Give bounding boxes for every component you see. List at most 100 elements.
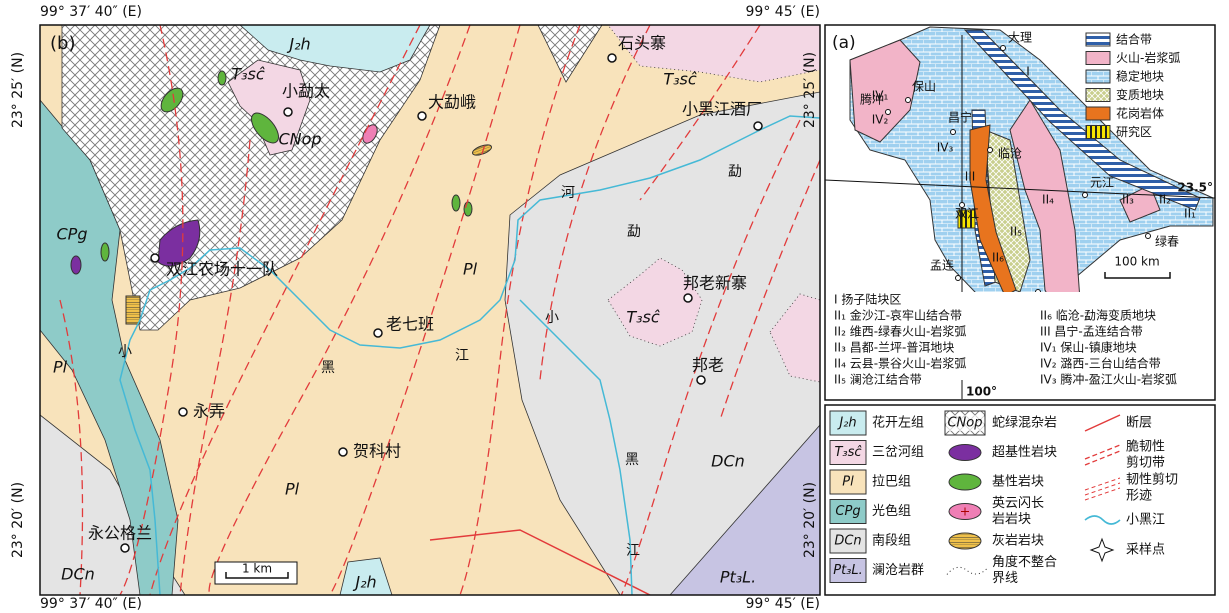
map-a-labels: 大理腾冲保山昌宁临沧双江孟连思茅景洪绿春元江IIV₁IV₂IV₃IIIII₁II… [826, 31, 1214, 399]
place-point [683, 293, 693, 303]
unit-swatch [829, 440, 867, 465]
legend-label: 脆韧性 [1126, 439, 1165, 455]
inset-scale-label: 100 km [1114, 255, 1159, 269]
basic-block [217, 70, 227, 86]
volcanic-arc [849, 39, 921, 143]
fault-symbol [1084, 414, 1121, 432]
zone-label: II₄ [1042, 193, 1054, 207]
place-point [120, 543, 130, 553]
zone-label: II₁ [1184, 207, 1196, 221]
zone-note: IV₁ 保山-镇康地块 [1040, 340, 1137, 355]
map-a-frame [824, 24, 1216, 401]
unit-swatch [829, 410, 867, 436]
basic-block [451, 194, 461, 212]
fault-trace [329, 25, 521, 595]
zone-note: III 昌宁-孟连结合带 [1040, 324, 1143, 339]
river-label: 黑 [321, 360, 335, 376]
unit-j2h [239, 25, 431, 73]
city-name: 双江 [955, 207, 979, 221]
unit-label: T₃sĉ [626, 308, 660, 327]
city-point [950, 129, 956, 135]
latitude-line [824, 179, 1216, 199]
legend-label: 岩岩块 [992, 512, 1031, 527]
ultrabasic-block [157, 219, 201, 267]
legend-swatch [1085, 88, 1111, 102]
basic-block [100, 242, 110, 262]
limestone-block [472, 144, 492, 156]
place-point [373, 328, 383, 338]
unit-swatch [829, 469, 867, 495]
rock-swatch [948, 473, 982, 491]
basic-block [160, 87, 184, 113]
legend-label: 超基性岩块 [992, 445, 1057, 460]
city-point [987, 147, 993, 153]
unit-label: CNop [278, 130, 321, 149]
legend-swatch [1085, 32, 1111, 47]
legend-label: 剪切带 [1126, 455, 1165, 471]
unit-cpg [40, 99, 179, 595]
scale-bar: 1 km [214, 561, 298, 585]
panel-label: (b) [50, 33, 75, 54]
legend-swatch [1085, 106, 1111, 121]
unit-swatch [829, 499, 867, 524]
fault-trace [119, 25, 184, 595]
coord-label: 23° 20′ (N) [802, 482, 818, 558]
place-name: 大勐峨 [428, 93, 476, 112]
rock-swatch [948, 532, 982, 550]
unit-label: Pt₃L. [720, 568, 756, 587]
rock-blocks [70, 70, 492, 325]
unit-t3sc [607, 25, 820, 83]
zone-label: II₃ [1122, 193, 1134, 207]
place-name: 小黑江酒厂 [682, 100, 762, 119]
map-b-frame [39, 24, 821, 596]
limestone-block [125, 295, 141, 325]
zone-note: II₁ 金沙江-哀牢山结合带 [834, 308, 962, 323]
place-name: 小勐太 [282, 82, 330, 101]
zone-label: II₂ [1159, 193, 1171, 207]
unit-name: 拉巴组 [872, 475, 911, 490]
city-point [1145, 233, 1151, 239]
scale-label: 1 km [242, 562, 272, 576]
legend-label: 断层 [1126, 416, 1152, 431]
river-label: 小 [545, 310, 559, 326]
zone-label: IV₃ [937, 141, 954, 155]
zone-note: IV₃ 腾冲-盈江火山-岩浆弧 [1040, 372, 1177, 387]
legend-swatch [1085, 125, 1111, 139]
unit-label: J₂h [352, 573, 376, 592]
river-branch [519, 299, 633, 595]
fault-trace [639, 25, 761, 201]
coord-label: 99° 45′ (E) [746, 4, 820, 20]
river-label: 小 [118, 344, 132, 360]
zone-note: I 扬子陆块区 [834, 292, 901, 307]
unit-name: 南段组 [872, 533, 911, 549]
unit-symbol: Pl [842, 475, 854, 490]
fault-trace [208, 25, 471, 595]
fault-trace [149, 25, 421, 595]
city-point [885, 109, 891, 115]
legend-label: 稳定地块 [1116, 69, 1164, 84]
place-point [696, 375, 706, 385]
city-name: 腾冲 [860, 92, 884, 107]
legend-swatch [1085, 69, 1111, 84]
legend-label: 界线 [992, 571, 1018, 586]
sample-symbol [1089, 537, 1115, 563]
zone-label: III [965, 170, 976, 184]
zone-label: IV₂ [872, 113, 889, 127]
longitude-label: 100° [966, 385, 997, 399]
city-point [905, 97, 911, 103]
unit-t3sc [227, 59, 311, 156]
coord-label: 23° 25′ (N) [802, 52, 818, 128]
unit-swatch [829, 528, 867, 554]
zone-note: II₂ 维西-绿春火山-岩浆弧 [834, 324, 966, 339]
xiaoheijiang-river [119, 115, 820, 595]
legend-swatch [1085, 51, 1111, 65]
legend-label: 小黑江 [1126, 513, 1165, 528]
rock-symbol: CNop [947, 416, 982, 431]
place-point [753, 121, 763, 131]
notes-bg [826, 292, 1214, 399]
river-label: 江 [455, 348, 469, 364]
place-name: 邦老 [692, 356, 724, 375]
zone-note: IV₂ 潞西-三台山结合带 [1040, 356, 1161, 371]
unit-j2h [339, 557, 393, 595]
city-name: 大理 [1008, 31, 1032, 45]
